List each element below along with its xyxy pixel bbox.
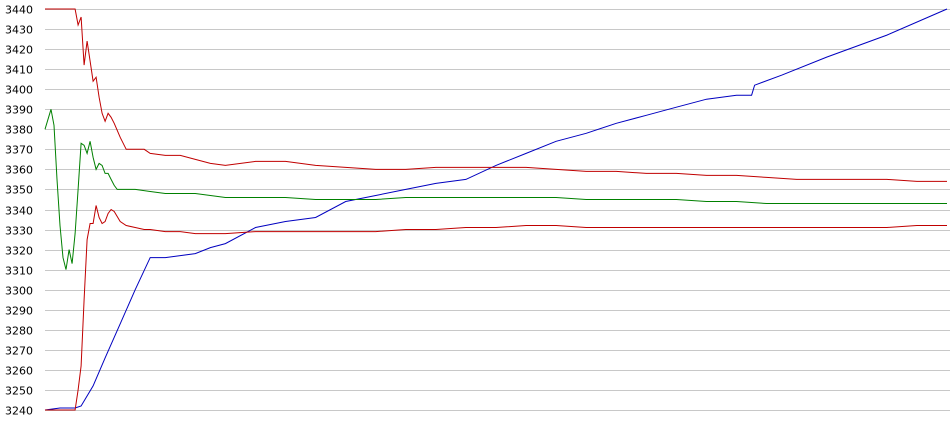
y-tick-label: 3350 [5, 184, 33, 197]
y-tick-label: 3430 [5, 24, 33, 37]
y-tick-label: 3260 [5, 365, 33, 378]
y-tick-label: 3290 [5, 305, 33, 318]
y-tick-label: 3250 [5, 385, 33, 398]
series-line-2 [45, 8, 947, 182]
grid-layer [45, 9, 950, 411]
y-tick-label: 3270 [5, 345, 33, 358]
y-tick-label: 3390 [5, 104, 33, 117]
series-line-4 [45, 205, 947, 411]
y-tick-label: 3400 [5, 84, 33, 97]
y-tick-label: 3240 [5, 405, 33, 418]
y-tick-label: 3310 [5, 265, 33, 278]
y-tick-label: 3330 [5, 225, 33, 238]
y-tick-label: 3440 [5, 4, 33, 17]
y-tick-label: 3380 [5, 124, 33, 137]
series-layer [44, 8, 948, 411]
y-tick-label: 3280 [5, 325, 33, 338]
series-line-1 [44, 8, 948, 411]
y-tick-label: 3360 [5, 164, 33, 177]
y-tick-label: 3340 [5, 205, 33, 218]
y-tick-label: 3410 [5, 64, 33, 77]
y-tick-label: 3300 [5, 285, 33, 298]
y-tick-label: 3370 [5, 144, 33, 157]
y-tick-label: 3320 [5, 245, 33, 258]
series-line-3 [44, 109, 947, 270]
y-tick-label: 3420 [5, 44, 33, 57]
y-axis-tick-labels: 3440 3430 3420 3410 3400 3390 3380 3370 3360 3350… [5, 4, 33, 418]
